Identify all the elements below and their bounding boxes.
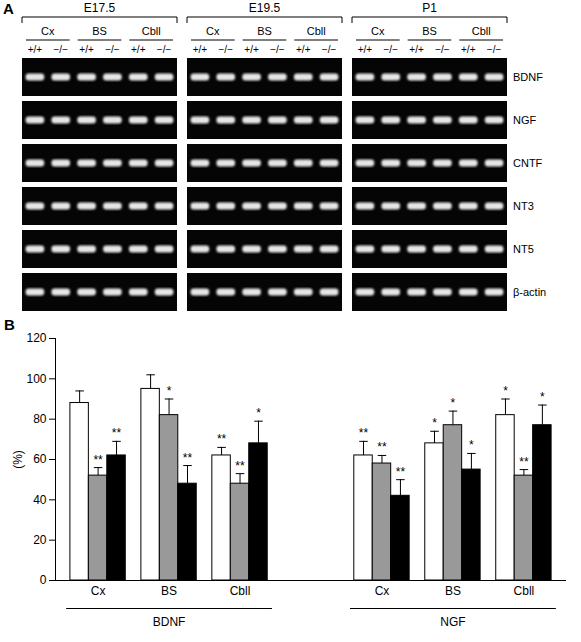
svg-text:0: 0 <box>40 573 47 587</box>
svg-text:20: 20 <box>33 533 47 547</box>
svg-text:P1: P1 <box>422 1 437 15</box>
svg-text:BS: BS <box>422 25 437 37</box>
svg-text:**: ** <box>396 465 406 479</box>
svg-text:**: ** <box>183 451 193 465</box>
svg-text:60: 60 <box>33 452 47 466</box>
svg-text:−/−: −/− <box>219 44 234 55</box>
svg-text:A: A <box>3 0 14 17</box>
svg-text:−/−: −/− <box>435 44 450 55</box>
svg-text:Cbll: Cbll <box>514 584 535 598</box>
svg-text:−/−: −/− <box>54 44 69 55</box>
svg-text:E17.5: E17.5 <box>84 1 116 15</box>
svg-text:NGF: NGF <box>513 114 537 126</box>
svg-text:−/−: −/− <box>384 44 399 55</box>
svg-text:−/−: −/− <box>487 44 502 55</box>
svg-text:+/+: +/+ <box>131 44 146 55</box>
svg-text:**: ** <box>359 426 369 440</box>
svg-text:Cx: Cx <box>206 25 220 37</box>
svg-text:120: 120 <box>26 331 46 345</box>
svg-text:Cx: Cx <box>371 25 385 37</box>
svg-text:(%): (%) <box>11 450 25 469</box>
svg-text:NGF: NGF <box>440 615 465 629</box>
svg-text:BDNF: BDNF <box>153 615 186 629</box>
svg-text:+/+: +/+ <box>358 44 373 55</box>
svg-text:100: 100 <box>26 372 46 386</box>
svg-text:−/−: −/− <box>105 44 120 55</box>
html-text:B: B <box>4 316 15 333</box>
svg-text:+/+: +/+ <box>193 44 208 55</box>
svg-text:+/+: +/+ <box>79 44 94 55</box>
svg-text:Cx: Cx <box>375 584 390 598</box>
svg-text:*: * <box>503 384 508 398</box>
svg-text:BDNF: BDNF <box>513 71 543 83</box>
svg-text:80: 80 <box>33 412 47 426</box>
svg-text:−/−: −/− <box>322 44 337 55</box>
svg-text:*: * <box>451 396 456 410</box>
svg-text:+/+: +/+ <box>296 44 311 55</box>
svg-text:*: * <box>167 384 172 398</box>
svg-text:+/+: +/+ <box>461 44 476 55</box>
svg-text:BS: BS <box>92 25 107 37</box>
svg-text:−/−: −/− <box>157 44 172 55</box>
svg-text:Cbll: Cbll <box>307 25 326 37</box>
svg-text:40: 40 <box>33 493 47 507</box>
svg-text:*: * <box>432 416 437 430</box>
svg-text:E19.5: E19.5 <box>249 1 281 15</box>
svg-text:NT3: NT3 <box>513 200 534 212</box>
svg-text:**: ** <box>519 455 529 469</box>
svg-text:Cbll: Cbll <box>142 25 161 37</box>
svg-text:BS: BS <box>161 584 177 598</box>
svg-text:BS: BS <box>257 25 272 37</box>
svg-text:**: ** <box>235 459 245 473</box>
svg-text:*: * <box>256 406 261 420</box>
svg-text:**: ** <box>377 440 387 454</box>
svg-text:β-actin: β-actin <box>513 286 546 298</box>
svg-text:Cbll: Cbll <box>472 25 491 37</box>
svg-text:**: ** <box>217 432 227 446</box>
svg-text:+/+: +/+ <box>409 44 424 55</box>
svg-text:−/−: −/− <box>270 44 285 55</box>
svg-text:Cbll: Cbll <box>230 584 251 598</box>
svg-text:Cx: Cx <box>41 25 55 37</box>
svg-text:BS: BS <box>445 584 461 598</box>
svg-text:*: * <box>540 390 545 404</box>
svg-text:CNTF: CNTF <box>513 157 543 169</box>
svg-text:**: ** <box>93 453 103 467</box>
svg-text:**: ** <box>112 426 122 440</box>
svg-text:*: * <box>469 438 474 452</box>
svg-text:NT5: NT5 <box>513 243 534 255</box>
svg-text:+/+: +/+ <box>244 44 259 55</box>
svg-text:Cx: Cx <box>91 584 106 598</box>
svg-text:+/+: +/+ <box>28 44 43 55</box>
